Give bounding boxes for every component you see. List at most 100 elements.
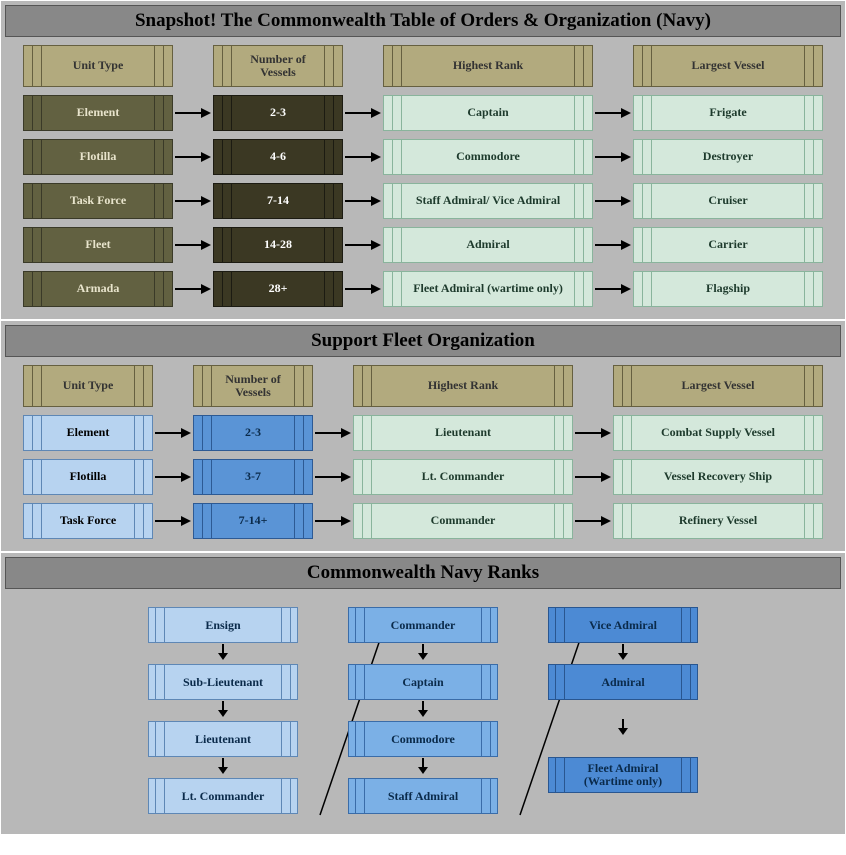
- vessel-count: 7-14: [213, 183, 343, 219]
- arrow-icon: [173, 150, 213, 164]
- largest-vessel: Frigate: [633, 95, 823, 131]
- highest-rank: Admiral: [383, 227, 593, 263]
- section3-title: Commonwealth Navy Ranks: [5, 557, 841, 589]
- arrow-down-icon: [616, 643, 630, 664]
- unit-type: Fleet: [23, 227, 173, 263]
- unit-type: Element: [23, 95, 173, 131]
- vessel-count: 2-3: [193, 415, 313, 451]
- highest-rank: Captain: [383, 95, 593, 131]
- arrow-icon: [173, 106, 213, 120]
- rank-fleet-admiral-wartime-only-: Fleet Admiral (Wartime only): [548, 757, 698, 793]
- rank-column-0: Ensign Sub-Lieutenant Lieutenant Lt. Com…: [148, 607, 298, 814]
- rank-column-1: Commander Captain Commodore Staff Admira…: [348, 607, 498, 814]
- rank-captain: Captain: [348, 664, 498, 700]
- unit-type: Armada: [23, 271, 173, 307]
- largest-vessel: Cruiser: [633, 183, 823, 219]
- unit-type: Flotilla: [23, 459, 153, 495]
- arrow-down-icon: [416, 700, 430, 721]
- arrow-icon: [153, 426, 193, 440]
- arrow-icon: [313, 426, 353, 440]
- arrow-down-icon: [616, 718, 630, 739]
- section1-header-row: Unit Type Number of Vessels Highest Rank…: [5, 45, 841, 87]
- section-support-fleet: Support Fleet Organization Unit Type Num…: [0, 320, 846, 552]
- arrow-down-icon: [216, 757, 230, 778]
- header2-unit-type: Unit Type: [23, 365, 153, 407]
- arrow-icon: [593, 150, 633, 164]
- arrow-icon: [173, 238, 213, 252]
- header2-vessels: Number of Vessels: [193, 365, 313, 407]
- largest-vessel: Vessel Recovery Ship: [613, 459, 823, 495]
- s1-row-0: Element 2-3 Captain Frigate: [5, 95, 841, 131]
- arrow-icon: [343, 150, 383, 164]
- rank-lieutenant: Lieutenant: [148, 721, 298, 757]
- largest-vessel: Refinery Vessel: [613, 503, 823, 539]
- highest-rank: Commander: [353, 503, 573, 539]
- arrow-icon: [343, 194, 383, 208]
- highest-rank: Lieutenant: [353, 415, 573, 451]
- arrow-down-icon: [416, 643, 430, 664]
- ranks-columns: Ensign Sub-Lieutenant Lieutenant Lt. Com…: [5, 595, 841, 830]
- arrow-icon: [573, 426, 613, 440]
- unit-type: Flotilla: [23, 139, 173, 175]
- section-navy-ranks: Commonwealth Navy Ranks Ensign Sub-Lieut…: [0, 552, 846, 835]
- s2-row-1: Flotilla 3-7 Lt. Commander Vessel Recove…: [5, 459, 841, 495]
- header2-rank: Highest Rank: [353, 365, 573, 407]
- rank-vice-admiral: Vice Admiral: [548, 607, 698, 643]
- s2-row-0: Element 2-3 Lieutenant Combat Supply Ves…: [5, 415, 841, 451]
- arrow-icon: [153, 470, 193, 484]
- arrow-down-icon: [416, 757, 430, 778]
- rank-column-2: Vice Admiral Admiral Fleet Admiral (Wart…: [548, 607, 698, 814]
- rank-commodore: Commodore: [348, 721, 498, 757]
- vessel-count: 3-7: [193, 459, 313, 495]
- arrow-icon: [173, 194, 213, 208]
- vessel-count: 4-6: [213, 139, 343, 175]
- vessel-count: 28+: [213, 271, 343, 307]
- rank-ensign: Ensign: [148, 607, 298, 643]
- vessel-count: 2-3: [213, 95, 343, 131]
- header-vessels: Number of Vessels: [213, 45, 343, 87]
- s1-row-2: Task Force 7-14 Staff Admiral/ Vice Admi…: [5, 183, 841, 219]
- section2-title: Support Fleet Organization: [5, 325, 841, 357]
- largest-vessel: Combat Supply Vessel: [613, 415, 823, 451]
- arrow-down-icon: [216, 700, 230, 721]
- arrow-icon: [593, 106, 633, 120]
- vessel-count: 14-28: [213, 227, 343, 263]
- highest-rank: Commodore: [383, 139, 593, 175]
- arrow-icon: [313, 514, 353, 528]
- arrow-icon: [593, 194, 633, 208]
- highest-rank: Lt. Commander: [353, 459, 573, 495]
- header-rank: Highest Rank: [383, 45, 593, 87]
- s1-row-1: Flotilla 4-6 Commodore Destroyer: [5, 139, 841, 175]
- rank-sub-lieutenant: Sub-Lieutenant: [148, 664, 298, 700]
- vessel-count: 7-14+: [193, 503, 313, 539]
- rank-lt-commander: Lt. Commander: [148, 778, 298, 814]
- arrow-icon: [593, 282, 633, 296]
- unit-type: Element: [23, 415, 153, 451]
- unit-type: Task Force: [23, 503, 153, 539]
- rank-commander: Commander: [348, 607, 498, 643]
- s1-row-3: Fleet 14-28 Admiral Carrier: [5, 227, 841, 263]
- arrow-icon: [173, 282, 213, 296]
- s2-row-2: Task Force 7-14+ Commander Refinery Vess…: [5, 503, 841, 539]
- header2-largest: Largest Vessel: [613, 365, 823, 407]
- rank-admiral: Admiral: [548, 664, 698, 700]
- arrow-icon: [313, 470, 353, 484]
- highest-rank: Staff Admiral/ Vice Admiral: [383, 183, 593, 219]
- section2-header-row: Unit Type Number of Vessels Highest Rank…: [5, 365, 841, 407]
- arrow-icon: [573, 470, 613, 484]
- largest-vessel: Destroyer: [633, 139, 823, 175]
- rank-staff-admiral: Staff Admiral: [348, 778, 498, 814]
- largest-vessel: Carrier: [633, 227, 823, 263]
- largest-vessel: Flagship: [633, 271, 823, 307]
- arrow-icon: [153, 514, 193, 528]
- highest-rank: Fleet Admiral (wartime only): [383, 271, 593, 307]
- unit-type: Task Force: [23, 183, 173, 219]
- arrow-icon: [343, 282, 383, 296]
- header-unit-type: Unit Type: [23, 45, 173, 87]
- section1-title: Snapshot! The Commonwealth Table of Orde…: [5, 5, 841, 37]
- header-largest: Largest Vessel: [633, 45, 823, 87]
- arrow-icon: [593, 238, 633, 252]
- arrow-down-icon: [216, 643, 230, 664]
- s1-row-4: Armada 28+ Fleet Admiral (wartime only) …: [5, 271, 841, 307]
- arrow-icon: [573, 514, 613, 528]
